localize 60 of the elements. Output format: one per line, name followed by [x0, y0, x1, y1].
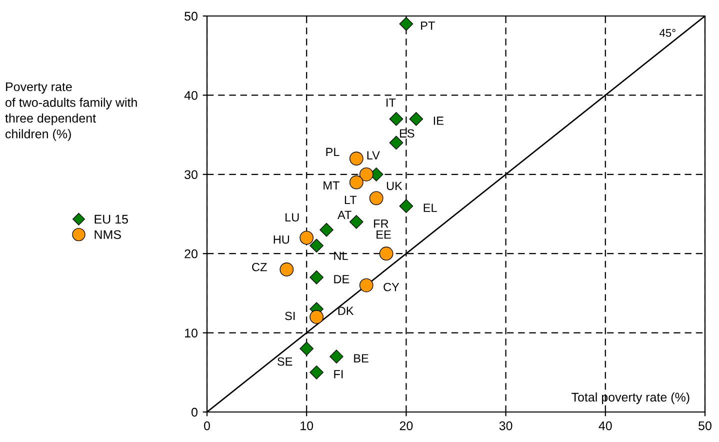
annotation: IE	[434, 116, 444, 125]
point	[300, 342, 314, 356]
annotation: LU	[286, 213, 299, 222]
annotation: ES	[400, 129, 414, 138]
annotation: FI	[334, 370, 343, 378]
point	[280, 262, 294, 276]
point	[379, 246, 394, 261]
annotation: HU	[274, 235, 290, 244]
annotation: AT	[337, 210, 352, 220]
y-tick-label: 20	[184, 249, 198, 258]
point	[310, 270, 324, 284]
point	[399, 16, 414, 31]
annotation: IT	[386, 98, 396, 107]
legend-label: NMS	[94, 230, 121, 240]
x-tick-label: 0	[204, 421, 210, 430]
annotation: FR	[374, 220, 388, 228]
point	[310, 310, 324, 324]
annotation: PT	[421, 22, 435, 30]
point	[389, 112, 404, 126]
y-tick-label: 40	[184, 91, 198, 100]
point	[349, 175, 364, 190]
point	[330, 350, 344, 364]
x-tick-label: 50	[698, 421, 712, 430]
annotation: DE	[334, 275, 350, 284]
point	[320, 222, 334, 237]
annotation: BE	[354, 354, 368, 362]
annotation: UK	[386, 182, 402, 190]
x-axis-title: Total poverty rate (%)	[572, 392, 690, 404]
x-tick-label: 20	[400, 421, 413, 430]
annotation: CY	[384, 282, 400, 292]
y-axis-title: Poverty rate of two-adults family with three dependent children (%)	[5, 82, 137, 141]
x-tick-label: 30	[499, 421, 512, 430]
annotation: LV	[367, 151, 380, 160]
point	[359, 278, 374, 292]
annotation: LT	[344, 196, 357, 204]
annotation: PL	[326, 148, 340, 156]
point	[369, 191, 384, 206]
point	[349, 152, 364, 166]
legend-label: EU 15	[94, 214, 128, 224]
x-tick-label: 10	[300, 421, 314, 430]
point	[399, 199, 414, 214]
annotation: CZ	[252, 262, 267, 272]
annotation: SE	[278, 357, 292, 366]
point	[310, 365, 324, 380]
point	[409, 112, 424, 126]
point	[300, 230, 314, 245]
y-tick-label: 50	[184, 12, 198, 21]
point	[389, 136, 404, 150]
y-tick-label: 10	[185, 328, 198, 338]
x-tick-label: 40	[598, 421, 612, 430]
annotation: DK	[338, 306, 354, 315]
annotation: EE	[376, 230, 391, 239]
point	[359, 167, 374, 182]
y-tick-label: 0	[192, 408, 198, 417]
annotation: 45°	[660, 28, 676, 37]
annotation: SI	[285, 312, 295, 320]
point	[310, 238, 324, 253]
y-tick-label: 30	[184, 170, 198, 180]
annotation: EL	[424, 204, 437, 212]
annotation: MT	[324, 181, 340, 190]
